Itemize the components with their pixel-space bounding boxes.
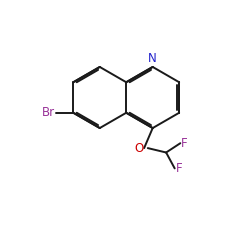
Text: F: F <box>176 162 182 175</box>
Text: F: F <box>181 137 188 150</box>
Text: N: N <box>148 52 157 64</box>
Text: Br: Br <box>42 106 55 119</box>
Text: O: O <box>134 142 143 154</box>
